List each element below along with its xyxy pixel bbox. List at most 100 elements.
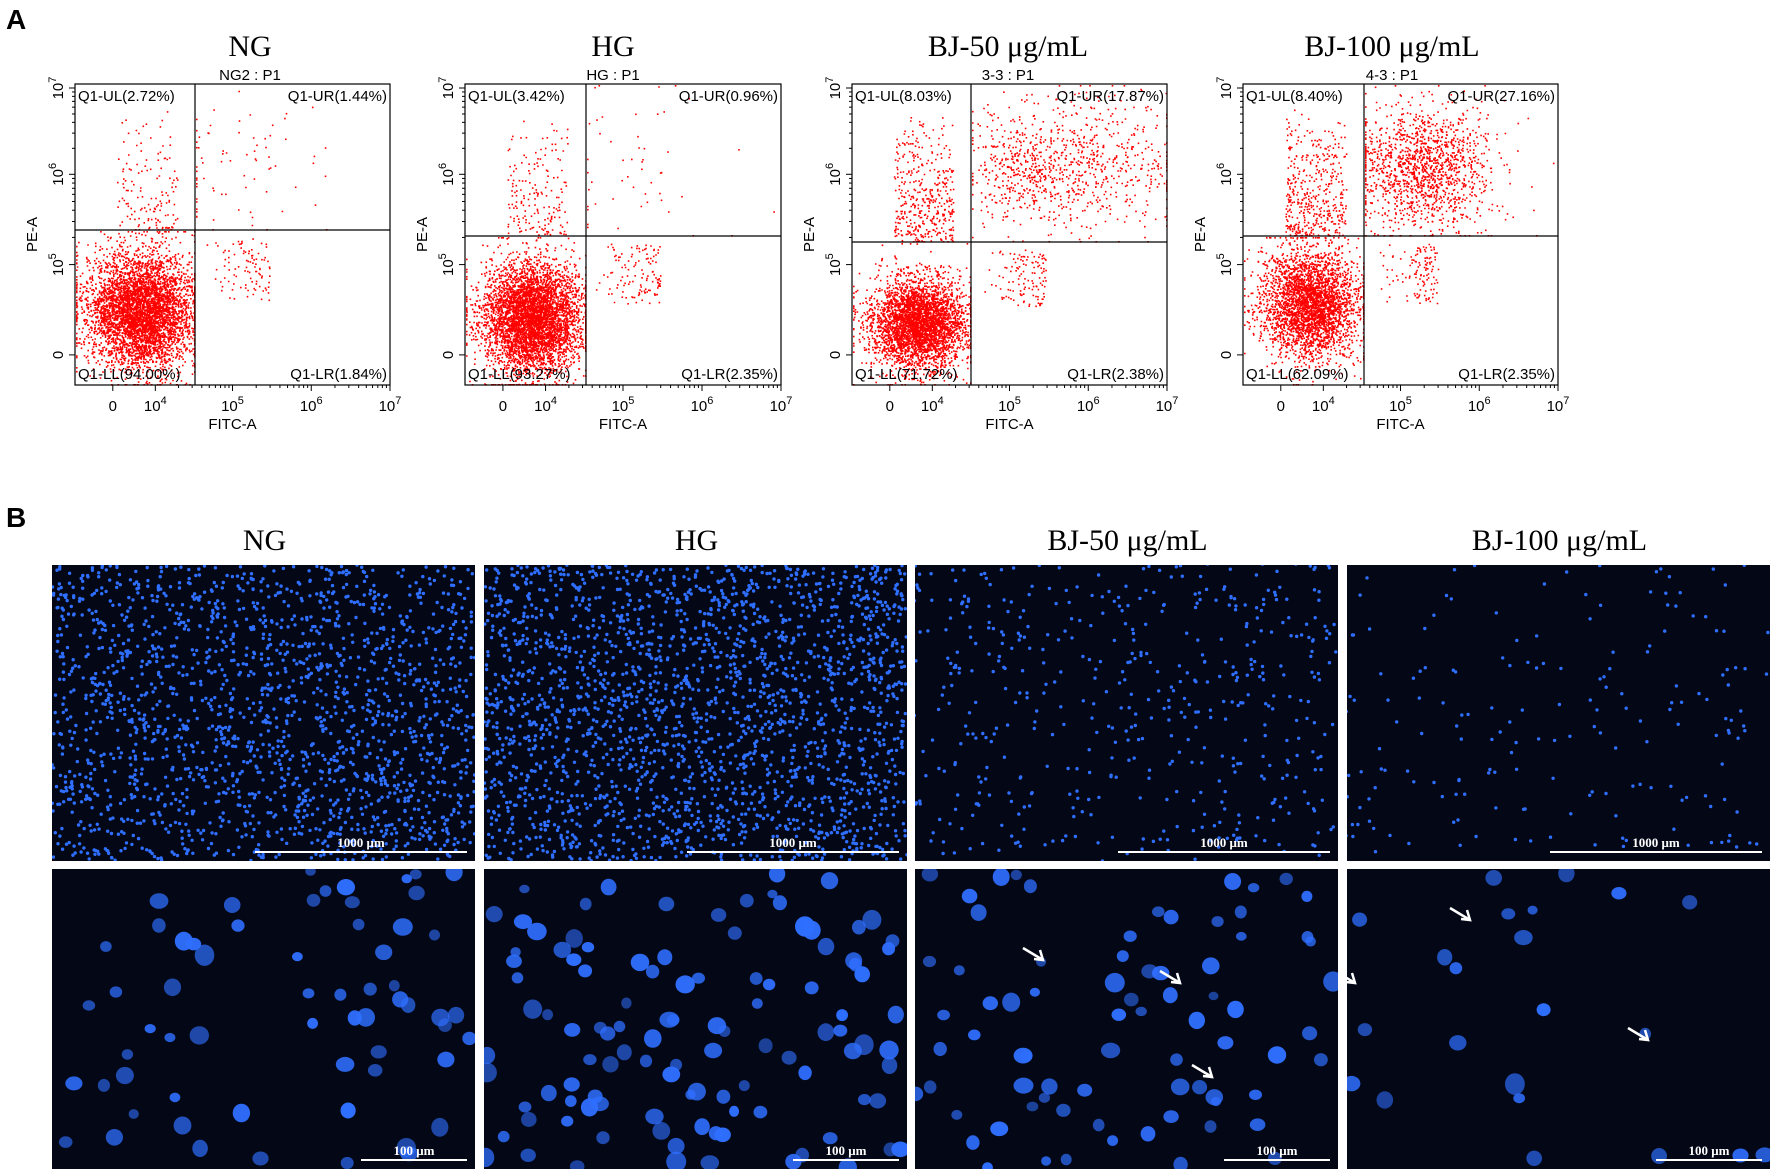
quadrant-ur-label: Q1-UR(1.44%) [288, 88, 387, 105]
nucleus [437, 1051, 455, 1068]
nucleus [772, 895, 787, 911]
x-tick-label: 0 [109, 398, 117, 415]
nucleus [388, 980, 400, 992]
quadrant-lr-label: Q1-LR(2.35%) [1458, 366, 1555, 383]
flow-plot-1: NG NG2 : P1 Q1-UL(2.72%) Q1-UR(1.44%) Q1-LL(… [24, 30, 401, 433]
nucleus [879, 1040, 899, 1060]
nucleus [1152, 906, 1165, 917]
nucleus [1170, 1053, 1183, 1066]
y-tick-label: 0 [440, 351, 457, 359]
nucleus [1501, 908, 1516, 920]
scatter-points [1244, 85, 1555, 386]
nucleus [639, 1054, 653, 1068]
nucleus [400, 1146, 418, 1162]
nuclei-dots [52, 565, 475, 861]
high-mag-micrograph-2: 100 μm [484, 869, 907, 1169]
nucleus [982, 1162, 993, 1169]
nucleus [334, 988, 347, 1001]
nucleus [185, 937, 202, 951]
high-mag-micrograph-4: 100 μm [1347, 869, 1770, 1169]
nucleus [1514, 930, 1533, 946]
nucleus [97, 1078, 110, 1092]
nucleus [409, 869, 422, 880]
flow-plot-3: BJ-50 μg/mL 3-3 : P1 Q1-UL(8.03%) Q1-UR(17.… [801, 30, 1178, 433]
nucleus [344, 896, 360, 909]
nucleus [602, 1056, 619, 1073]
x-axis-label: FITC-A [599, 416, 647, 433]
nucleus [1107, 1135, 1119, 1146]
y-tick-label: 0 [827, 351, 844, 359]
nucleus [657, 949, 673, 966]
quadrant-lr-label: Q1-LR(2.35%) [681, 366, 778, 383]
quadrant-lr-label: Q1-LR(1.84%) [290, 366, 387, 383]
quadrant-ll-label: Q1-LL(71.72%) [855, 366, 958, 383]
x-tick-label: 0 [499, 398, 507, 415]
nuclei-layer [58, 869, 475, 1169]
nucleus [1041, 1156, 1052, 1166]
nucleus [753, 1105, 768, 1119]
y-tick-label: 106 [824, 163, 844, 186]
nucleus [292, 952, 303, 962]
nucleus [992, 869, 1010, 886]
nucleus [891, 1141, 907, 1158]
nucleus [581, 942, 595, 953]
nucleus [561, 1115, 574, 1127]
nucleus [966, 1135, 980, 1150]
nucleus [644, 1029, 662, 1048]
y-axis-label: PE-A [1192, 217, 1209, 252]
x-axis-ticks: 0 104 105 106 107 [1277, 385, 1570, 415]
event-dots [1244, 85, 1555, 386]
event-dots [853, 85, 1168, 386]
nucleus [352, 918, 365, 931]
nucleus [484, 1147, 495, 1168]
flow-plot-2: HG HG : P1 Q1-UL(3.42%) Q1-UR(0.96%) Q1-LL(9… [414, 30, 792, 433]
apoptosis-arrow [1159, 969, 1182, 985]
nucleus [115, 1066, 134, 1085]
apoptosis-arrow [1191, 1063, 1214, 1079]
nucleus [718, 1025, 731, 1037]
y-tick-label: 107 [437, 77, 457, 100]
quadrant-ll-label: Q1-LL(93.27%) [468, 366, 571, 383]
scale-bar-label: 100 μm [393, 1143, 435, 1158]
nucleus [838, 1158, 857, 1169]
nucleus [511, 972, 524, 984]
x-tick-label: 107 [1547, 395, 1570, 415]
nucleus [336, 879, 355, 896]
nucleus [1204, 1120, 1217, 1133]
nucleus [370, 1045, 387, 1059]
quadrant-ul-label: Q1-UL(2.72%) [78, 88, 175, 105]
y-axis-label: PE-A [801, 217, 818, 252]
nucleus [922, 955, 937, 968]
nucleus [392, 991, 409, 1008]
y-axis-ticks: 0 105 106 107 [1215, 77, 1243, 359]
nucleus [951, 1109, 963, 1120]
nucleus [1013, 1077, 1034, 1094]
scale-bar [793, 1159, 899, 1161]
flow-plot-4: BJ-100 μg/mL 4-3 : P1 Q1-UL(8.40%) Q1-UR(27… [1192, 30, 1569, 433]
plot-title: NG [228, 30, 271, 63]
quadrant-lr-label: Q1-LR(2.38%) [1067, 366, 1164, 383]
nucleus [1170, 1078, 1190, 1096]
scale-bar [1224, 1159, 1330, 1161]
nucleus [1235, 931, 1247, 941]
nucleus [739, 893, 754, 908]
nucleus [367, 1064, 383, 1077]
nucleus [340, 1102, 356, 1119]
nucleus [1104, 972, 1125, 993]
x-tick-label: 104 [144, 395, 167, 415]
nucleus [447, 1006, 465, 1024]
plot-title: BJ-100 μg/mL [1304, 30, 1479, 63]
plot-subtitle: HG : P1 [586, 67, 639, 84]
nucleus [231, 919, 245, 932]
nucleus [1224, 873, 1242, 890]
nucleus [194, 944, 215, 966]
nucleus [1314, 1053, 1328, 1067]
low-mag-micrograph-2: 1000 μm [484, 565, 907, 861]
nucleus [923, 1080, 937, 1094]
nucleus [223, 897, 241, 913]
y-tick-label: 0 [1218, 351, 1235, 359]
nucleus [843, 1042, 862, 1060]
nucleus [1163, 1110, 1179, 1123]
nucleus [1323, 971, 1338, 992]
nucleus [921, 869, 939, 882]
